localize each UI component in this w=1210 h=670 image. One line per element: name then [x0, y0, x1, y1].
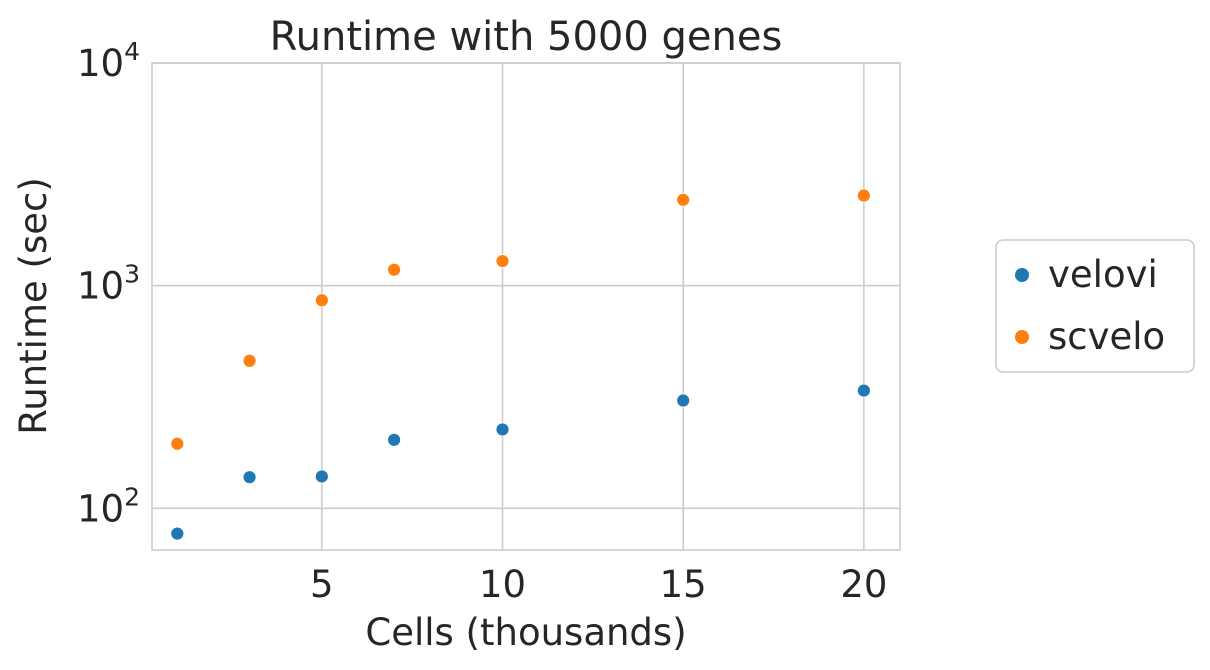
x-tick-label: 10	[479, 563, 526, 606]
point-velovi	[387, 432, 402, 447]
tick-labels: 5 10 15 20 102 103 104	[77, 37, 887, 606]
grid	[152, 62, 900, 550]
point-scvelo	[676, 192, 691, 207]
point-scvelo	[170, 436, 185, 451]
legend-marker-scvelo	[1015, 330, 1029, 344]
y-axis-label: Runtime (sec)	[12, 177, 55, 435]
y-tick-label: 104	[77, 37, 140, 85]
point-velovi	[495, 422, 510, 437]
point-scvelo	[242, 353, 257, 368]
x-tick-label: 15	[660, 563, 707, 606]
x-tick-label: 20	[840, 563, 887, 606]
data-points	[170, 188, 871, 541]
point-scvelo	[387, 262, 402, 277]
point-scvelo	[495, 254, 510, 268]
point-velovi	[314, 469, 329, 484]
legend-marker-velovi	[1015, 268, 1029, 282]
x-tick-label: 5	[310, 563, 334, 606]
point-scvelo	[856, 188, 871, 203]
y-tick-label: 103	[77, 260, 140, 308]
y-tick-label: 102	[77, 482, 140, 530]
point-velovi	[676, 393, 691, 408]
legend-label-velovi: velovi	[1048, 253, 1158, 296]
point-velovi	[242, 470, 257, 485]
point-velovi	[170, 526, 185, 541]
x-axis-label: Cells (thousands)	[365, 611, 686, 654]
plot-frame	[151, 62, 901, 551]
point-scvelo	[314, 293, 329, 308]
chart-title: Runtime with 5000 genes	[270, 14, 783, 60]
legend-label-scvelo: scvelo	[1048, 315, 1165, 358]
legend-box	[995, 239, 1195, 373]
legend: velovi scvelo	[995, 239, 1195, 373]
point-velovi	[856, 383, 871, 398]
